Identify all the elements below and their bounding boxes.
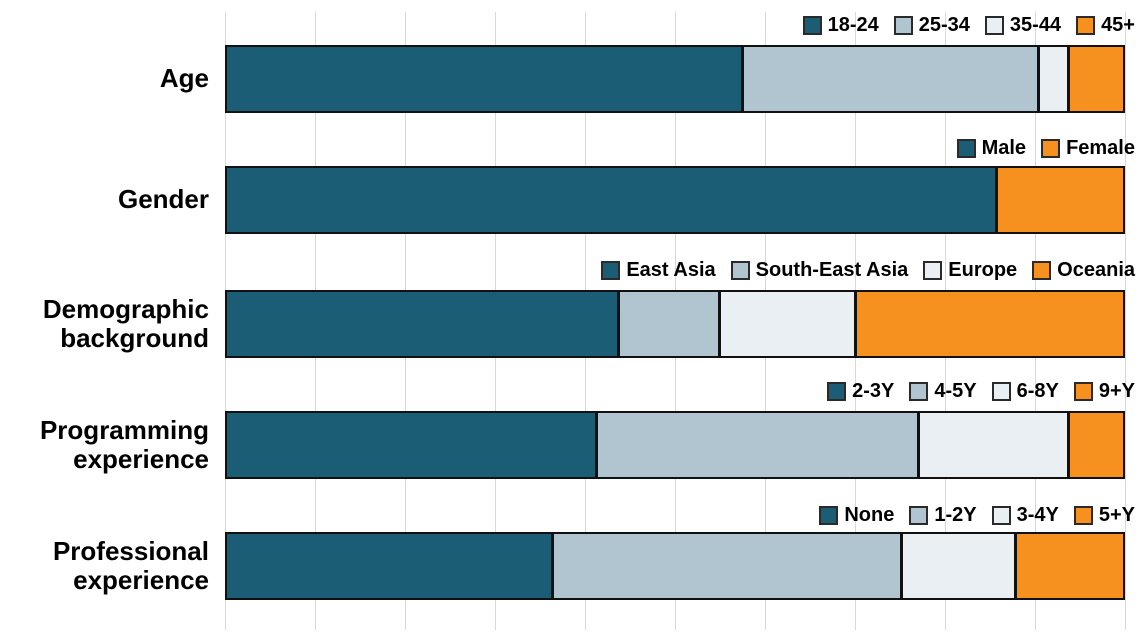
- legend-swatch-18-24: [802, 15, 822, 35]
- legend-swatch-east-asia: [601, 260, 621, 280]
- legend-swatch-5-y: [1073, 505, 1093, 525]
- legend-swatch-25-34: [893, 15, 913, 35]
- bar-segment-programming-experience-4-5y: [595, 413, 918, 477]
- legend-swatch-none: [819, 505, 839, 525]
- bar-segment-programming-experience-2-3y: [227, 413, 596, 477]
- legend-swatch-oceania: [1032, 260, 1052, 280]
- row-label-age: Age: [159, 63, 209, 94]
- bar-segment-professional-experience-3-4y: [899, 534, 1014, 598]
- legend-item-9-y: 9+Y: [1073, 379, 1135, 403]
- legend-item-6-8y: 6-8Y: [991, 379, 1059, 403]
- legend-label-south-east-asia: South-East Asia: [755, 258, 909, 281]
- legend-programming-experience: 2-3Y 4-5Y 6-8Y 9+Y: [827, 379, 1135, 403]
- legend-label-male: Male: [981, 136, 1027, 159]
- category-label-column: Age Gender Demographic background Programmi…: [0, 0, 213, 640]
- bar-segment-gender-male: [227, 168, 995, 232]
- legend-item-25-34: 25-34: [893, 13, 970, 37]
- bar-segment-professional-experience-5-y: [1013, 534, 1123, 598]
- legend-item-oceania: Oceania: [1032, 259, 1135, 282]
- legend-item-18-24: 18-24: [802, 13, 879, 37]
- legend-item-3-4y: 3-4Y: [991, 503, 1059, 527]
- legend-item-female: Female: [1041, 137, 1135, 160]
- legend-swatch-4-5y: [909, 381, 929, 401]
- legend-item-35-44: 35-44: [984, 13, 1062, 37]
- row-label-gender: Gender: [117, 184, 209, 215]
- legend-label-6-8y: 6-8Y: [1016, 379, 1059, 402]
- legend-label-45: 45+: [1101, 13, 1135, 36]
- legend-label-europe: Europe: [948, 258, 1018, 281]
- legend-item-5-y: 5+Y: [1073, 503, 1135, 527]
- bar-segment-professional-experience-none: [227, 534, 551, 598]
- legend-label-oceania: Oceania: [1057, 258, 1135, 281]
- bar-segment-age-45: [1066, 47, 1123, 111]
- legend-item-1-2y: 1-2Y: [909, 503, 977, 527]
- legend-label-2-3y: 2-3Y: [852, 379, 895, 402]
- bar-segment-demographic-background-east-asia: [227, 292, 618, 356]
- legend-swatch-2-3y: [827, 381, 847, 401]
- bar-demographic-background: [225, 290, 1125, 358]
- row-label-demographic-background: Demographic background: [42, 293, 209, 353]
- legend-label-1-2y: 1-2Y: [934, 503, 977, 526]
- legend-swatch-45: [1076, 15, 1096, 35]
- bar-segment-age-25-34: [741, 47, 1038, 111]
- bar-gender: [225, 166, 1125, 234]
- legend-label-9-y: 9+Y: [1098, 379, 1135, 402]
- legend-swatch-9-y: [1073, 381, 1093, 401]
- legend-item-east-asia: East Asia: [601, 258, 716, 282]
- bar-segment-demographic-background-europe: [717, 292, 854, 356]
- bar-segment-demographic-background-oceania: [853, 292, 1123, 356]
- legend-swatch-35-44: [984, 15, 1004, 35]
- row-label-professional-experience: Professional experience: [52, 535, 209, 595]
- legend-swatch-female: [1041, 138, 1061, 158]
- bar-segment-programming-experience-9-y: [1066, 413, 1123, 477]
- legend-label-none: None: [844, 503, 895, 526]
- legend-swatch-6-8y: [991, 381, 1011, 401]
- legend-item-none: None: [819, 504, 894, 527]
- bar-segment-professional-experience-1-2y: [550, 534, 900, 598]
- row-label-programming-experience: Programming experience: [39, 414, 209, 474]
- legend-swatch-south-east-asia: [730, 260, 750, 280]
- legend-swatch-3-4y: [991, 505, 1011, 525]
- bar-age: [225, 45, 1125, 113]
- bar-segment-demographic-background-south-east-asia: [617, 292, 718, 356]
- bar-programming-experience: [225, 411, 1125, 479]
- legend-item-4-5y: 4-5Y: [909, 379, 977, 403]
- legend-gender: Male Female: [956, 136, 1135, 160]
- legend-swatch-1-2y: [909, 505, 929, 525]
- legend-label-5-y: 5+Y: [1098, 503, 1135, 526]
- bar-segment-programming-experience-6-8y: [917, 413, 1067, 477]
- legend-item-2-3y: 2-3Y: [827, 380, 894, 403]
- legend-swatch-europe: [923, 260, 943, 280]
- legend-label-35-44: 35-44: [1009, 13, 1062, 36]
- bar-segment-gender-female: [994, 168, 1123, 232]
- legend-label-3-4y: 3-4Y: [1016, 503, 1059, 526]
- legend-swatch-male: [956, 138, 976, 158]
- legend-professional-experience: None 1-2Y 3-4Y 5+Y: [819, 503, 1135, 527]
- legend-label-4-5y: 4-5Y: [934, 379, 977, 402]
- bar-segment-age-18-24: [227, 47, 742, 111]
- legend-age: 18-24 25-34 35-44 45+: [802, 13, 1135, 37]
- bar-segment-age-35-44: [1037, 47, 1067, 111]
- plot-area: 18-24 25-34 35-44 45+ Male Female East Asia Sou…: [224, 0, 1135, 640]
- legend-label-18-24: 18-24: [827, 13, 879, 36]
- legend-item-south-east-asia: South-East Asia: [730, 258, 909, 282]
- bar-professional-experience: [225, 532, 1125, 600]
- legend-label-female: Female: [1066, 136, 1135, 159]
- legend-item-45: 45+: [1076, 14, 1135, 37]
- legend-demographic-background: East Asia South-East Asia Europe Oceania: [601, 258, 1135, 282]
- gridline-100pct: [1124, 12, 1126, 630]
- legend-label-east-asia: East Asia: [626, 258, 716, 281]
- legend-label-25-34: 25-34: [918, 13, 970, 36]
- legend-item-male: Male: [956, 136, 1027, 160]
- legend-item-europe: Europe: [923, 259, 1017, 282]
